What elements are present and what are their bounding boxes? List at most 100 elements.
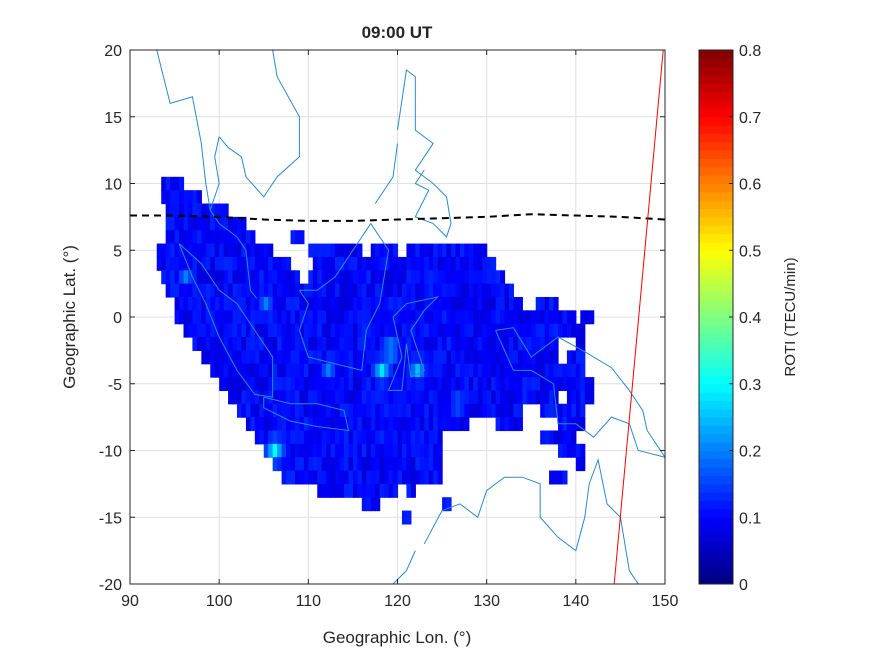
roti-cell: [397, 470, 403, 485]
roti-cell: [335, 417, 341, 432]
roti-cell: [290, 430, 296, 445]
roti-cell: [210, 216, 216, 231]
roti-cell: [361, 377, 367, 392]
roti-cell: [308, 270, 314, 285]
roti-cell: [232, 270, 238, 285]
roti-cell: [406, 403, 412, 418]
roti-cell: [361, 310, 367, 325]
roti-cell: [580, 363, 586, 378]
roti-cell: [303, 350, 309, 365]
roti-cell: [526, 310, 532, 325]
roti-cell: [277, 310, 283, 325]
roti-cell: [517, 377, 523, 392]
roti-cell: [522, 337, 528, 351]
roti-cell: [415, 417, 421, 432]
roti-cell: [312, 296, 318, 311]
roti-cell: [294, 417, 301, 432]
roti-cell: [232, 283, 238, 298]
roti-cell: [415, 350, 421, 365]
roti-cell: [473, 310, 479, 325]
colorbar-swatch: [699, 250, 733, 260]
roti-cell: [192, 203, 198, 218]
roti-cell: [437, 430, 443, 445]
roti-cell: [455, 270, 461, 285]
roti-cell: [428, 470, 434, 485]
roti-cell: [370, 403, 376, 418]
roti-cell: [259, 270, 265, 285]
roti-cell: [170, 190, 176, 205]
roti-cell: [375, 497, 381, 512]
roti-cell: [321, 443, 327, 458]
roti-cell: [571, 363, 577, 378]
roti-cell: [473, 296, 479, 311]
roti-cell: [352, 256, 358, 271]
roti-cell: [401, 457, 408, 472]
roti-cell: [321, 337, 327, 351]
colorbar-swatch: [699, 141, 733, 151]
roti-cell: [575, 323, 581, 338]
colorbar-swatch: [699, 283, 733, 293]
colorbar-swatch: [699, 575, 733, 585]
roti-cell: [540, 323, 546, 338]
roti-cell: [357, 337, 363, 351]
roti-cell: [482, 283, 488, 298]
roti-cell: [508, 363, 515, 378]
roti-cell: [424, 283, 430, 298]
roti-cell: [379, 350, 385, 365]
roti-cell: [415, 310, 421, 325]
roti-cell: [196, 203, 202, 218]
roti-cell: [263, 350, 269, 365]
roti-cell: [549, 310, 555, 325]
roti-cell: [317, 430, 323, 445]
roti-cell: [464, 283, 470, 298]
roti-cell: [268, 270, 274, 285]
roti-cell: [245, 296, 251, 311]
roti-cell: [183, 243, 189, 258]
roti-cell: [312, 323, 318, 338]
roti-cell: [161, 243, 167, 258]
roti-cell: [210, 203, 216, 218]
roti-cell: [281, 390, 287, 405]
roti-cell: [294, 457, 301, 472]
colorbar-swatch: [699, 258, 733, 268]
roti-cell: [232, 337, 238, 351]
roti-cell: [388, 283, 394, 298]
roti-cell: [183, 256, 189, 271]
roti-cell: [254, 323, 260, 338]
roti-cell: [375, 296, 381, 311]
roti-cell: [455, 403, 461, 418]
roti-cell: [219, 216, 225, 231]
roti-cell: [321, 350, 327, 365]
colorbar-tick-label: 0: [739, 577, 748, 594]
roti-cell: [170, 203, 176, 218]
roti-cell: [308, 417, 314, 432]
roti-cell: [388, 310, 394, 325]
roti-cell: [464, 296, 470, 311]
roti-cell: [558, 377, 564, 392]
roti-cell: [250, 377, 256, 392]
roti-cell: [214, 203, 220, 218]
colorbar-swatch: [699, 567, 733, 577]
roti-cell: [442, 403, 448, 418]
roti-cell: [290, 350, 296, 365]
roti-cell: [517, 350, 523, 365]
roti-cell: [156, 243, 162, 258]
roti-cell: [424, 363, 430, 378]
roti-cell: [500, 363, 506, 378]
roti-cell: [272, 417, 278, 432]
roti-cell: [468, 337, 474, 351]
roti-cell: [437, 443, 443, 458]
roti-cell: [455, 390, 461, 405]
roti-cell: [352, 470, 358, 485]
roti-cell: [446, 256, 452, 271]
roti-cell: [370, 443, 376, 458]
roti-cell: [410, 323, 416, 338]
roti-cell: [348, 470, 354, 485]
roti-cell: [410, 470, 416, 485]
roti-cell: [553, 470, 559, 485]
colorbar-swatch: [699, 66, 733, 76]
roti-cell: [375, 270, 381, 285]
roti-cell: [272, 323, 278, 338]
roti-cell: [348, 363, 354, 378]
colorbar-swatch: [699, 317, 733, 326]
